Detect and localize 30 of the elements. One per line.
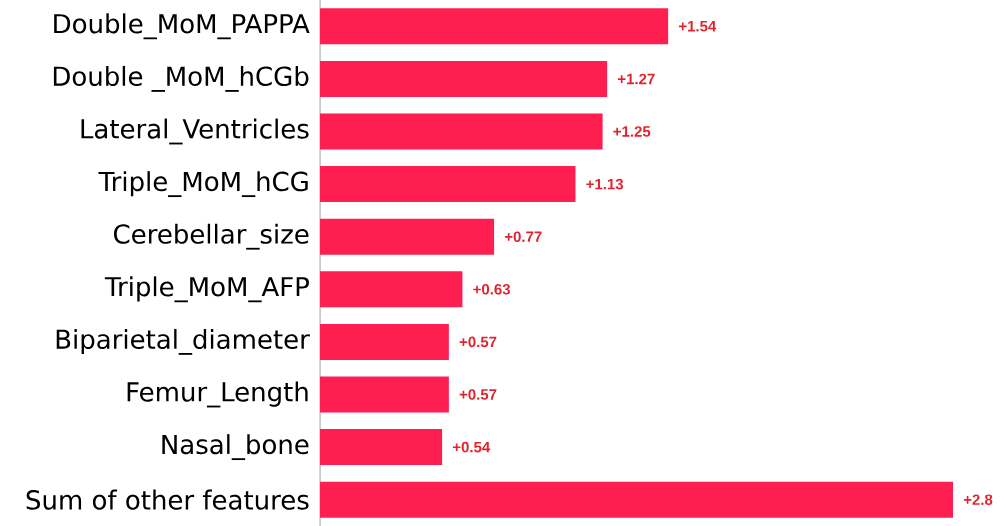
bar — [320, 323, 449, 360]
bar — [320, 429, 443, 466]
data-label: +1.25 — [613, 126, 651, 137]
y-tick-label: Femur_Length — [127, 381, 308, 408]
data-label: +0.63 — [473, 283, 511, 295]
y-tick-label: Sum of other features — [26, 489, 309, 510]
y-tick-label: Double _MoM_hCGb — [53, 65, 309, 92]
bar — [320, 60, 608, 97]
y-tick-label: Triple_MoM_hCG — [98, 171, 308, 198]
bar — [320, 271, 463, 308]
data-label: +1.54 — [678, 21, 717, 32]
y-tick-label: Double_MoM_PAPPA — [54, 13, 310, 40]
bar — [320, 481, 953, 518]
data-label: +0.57 — [459, 336, 497, 348]
bar — [320, 376, 449, 413]
bar — [320, 8, 669, 45]
bar — [320, 166, 576, 203]
y-tick-label: Cerebellar_size — [114, 223, 309, 250]
data-label: +0.54 — [452, 441, 491, 453]
bar — [320, 113, 603, 150]
bar — [320, 218, 495, 255]
y-tick-label: Triple_MoM_AFP — [104, 276, 309, 303]
data-label: +1.27 — [617, 73, 655, 85]
y-tick-label: Biparietal_diameter — [56, 328, 310, 355]
data-label: +0.57 — [459, 389, 497, 400]
data-label: +2.8 — [963, 494, 993, 505]
data-label: +1.13 — [586, 178, 624, 190]
y-tick-label: Lateral_Ventricles — [81, 118, 309, 145]
y-tick-label: Nasal_bone — [162, 434, 309, 461]
data-label: +0.77 — [504, 231, 542, 242]
